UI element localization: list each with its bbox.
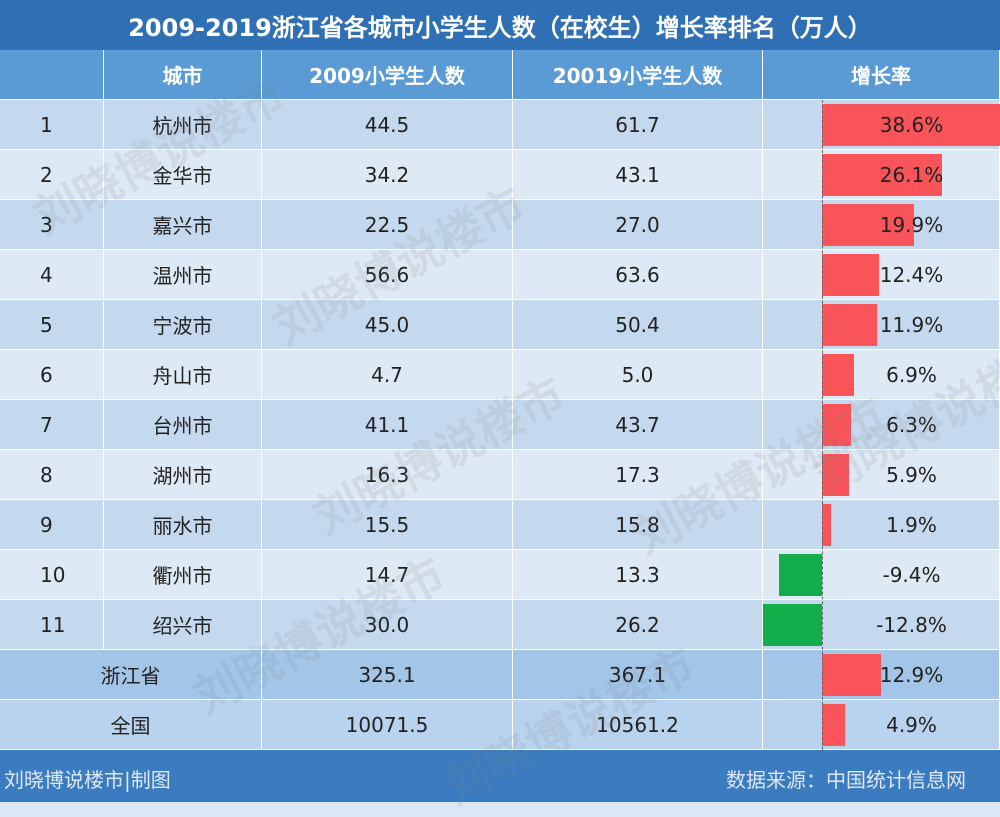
value-cell: 5.0: [513, 350, 763, 400]
value-cell: 13.3: [513, 550, 763, 600]
city-cell: 浙江省: [0, 650, 262, 700]
rank-cell: 7: [0, 400, 104, 450]
rank-cell: 9: [0, 500, 104, 550]
city-cell: 绍兴市: [104, 600, 262, 650]
header-cell: 城市: [104, 50, 262, 100]
growth-bar: [822, 154, 943, 196]
growth-cell: [763, 250, 1000, 300]
growth-label: 38.6%: [879, 113, 944, 137]
growth-bar: [822, 504, 831, 546]
value-cell: 27.0: [513, 200, 763, 250]
growth-bar: [822, 104, 1000, 146]
value-cell: 41.1: [262, 400, 513, 450]
header-cell: 2009小学生人数: [262, 50, 513, 100]
growth-label: 12.9%: [879, 663, 944, 687]
growth-bar: [822, 654, 882, 696]
zero-line: [822, 100, 823, 750]
value-cell: 34.2: [262, 150, 513, 200]
value-cell: 4.7: [262, 350, 513, 400]
rank-cell: 2: [0, 150, 104, 200]
footer: 刘晓博说楼市|制图 数据来源：中国统计信息网: [0, 750, 1000, 802]
growth-bar: [778, 554, 822, 596]
growth-label: 5.9%: [886, 463, 937, 487]
value-cell: 22.5: [262, 200, 513, 250]
city-cell: 嘉兴市: [104, 200, 262, 250]
growth-cell: [763, 300, 1000, 350]
rank-cell: 6: [0, 350, 104, 400]
growth-cell: [763, 450, 1000, 500]
growth-label: -12.8%: [876, 613, 947, 637]
value-cell: 15.8: [513, 500, 763, 550]
city-cell: 全国: [0, 700, 262, 750]
footer-right: 数据来源：中国统计信息网: [726, 768, 966, 792]
value-cell: 15.5: [262, 500, 513, 550]
growth-bar: [822, 354, 854, 396]
rank-cell: 10: [0, 550, 104, 600]
growth-label: 1.9%: [886, 513, 937, 537]
growth-label: 6.9%: [886, 363, 937, 387]
value-cell: 10071.5: [262, 700, 513, 750]
growth-bar: [822, 304, 877, 346]
rank-cell: 8: [0, 450, 104, 500]
growth-label: 4.9%: [886, 713, 937, 737]
growth-label: 11.9%: [879, 313, 944, 337]
growth-label: -9.4%: [882, 563, 941, 587]
city-cell: 杭州市: [104, 100, 262, 150]
header-cell: 增长率: [763, 50, 1000, 100]
growth-cell: [763, 650, 1000, 700]
growth-bar: [822, 704, 845, 746]
growth-cell: [763, 350, 1000, 400]
growth-bar: [822, 404, 852, 446]
value-cell: 367.1: [513, 650, 763, 700]
value-cell: 14.7: [262, 550, 513, 600]
value-cell: 43.1: [513, 150, 763, 200]
value-cell: 45.0: [262, 300, 513, 350]
title: 2009-2019浙江省各城市小学生人数（在校生）增长率排名（万人）: [128, 13, 872, 42]
rank-cell: 11: [0, 600, 104, 650]
value-cell: 43.7: [513, 400, 763, 450]
title-bar: 2009-2019浙江省各城市小学生人数（在校生）增长率排名（万人）: [0, 0, 1000, 50]
city-cell: 金华市: [104, 150, 262, 200]
growth-bar: [822, 204, 914, 246]
city-cell: 湖州市: [104, 450, 262, 500]
value-cell: 50.4: [513, 300, 763, 350]
value-cell: 26.2: [513, 600, 763, 650]
value-cell: 63.6: [513, 250, 763, 300]
growth-cell: [763, 500, 1000, 550]
value-cell: 61.7: [513, 100, 763, 150]
rank-cell: 3: [0, 200, 104, 250]
city-cell: 温州市: [104, 250, 262, 300]
city-cell: 台州市: [104, 400, 262, 450]
header-cell: [0, 50, 104, 100]
value-cell: 56.6: [262, 250, 513, 300]
city-cell: 丽水市: [104, 500, 262, 550]
city-cell: 宁波市: [104, 300, 262, 350]
value-cell: 16.3: [262, 450, 513, 500]
growth-bar: [822, 254, 880, 296]
header-cell: 20019小学生人数: [513, 50, 763, 100]
growth-bar: [762, 604, 822, 646]
value-cell: 17.3: [513, 450, 763, 500]
city-cell: 衢州市: [104, 550, 262, 600]
growth-label: 26.1%: [879, 163, 944, 187]
rank-cell: 1: [0, 100, 104, 150]
footer-left: 刘晓博说楼市|制图: [4, 768, 171, 792]
value-cell: 10561.2: [513, 700, 763, 750]
growth-label: 19.9%: [879, 213, 944, 237]
rank-cell: 4: [0, 250, 104, 300]
growth-label: 6.3%: [886, 413, 937, 437]
growth-cell: [763, 400, 1000, 450]
value-cell: 325.1: [262, 650, 513, 700]
rank-cell: 5: [0, 300, 104, 350]
growth-label: 12.4%: [879, 263, 944, 287]
value-cell: 44.5: [262, 100, 513, 150]
city-cell: 舟山市: [104, 350, 262, 400]
value-cell: 30.0: [262, 600, 513, 650]
growth-bar: [822, 454, 850, 496]
